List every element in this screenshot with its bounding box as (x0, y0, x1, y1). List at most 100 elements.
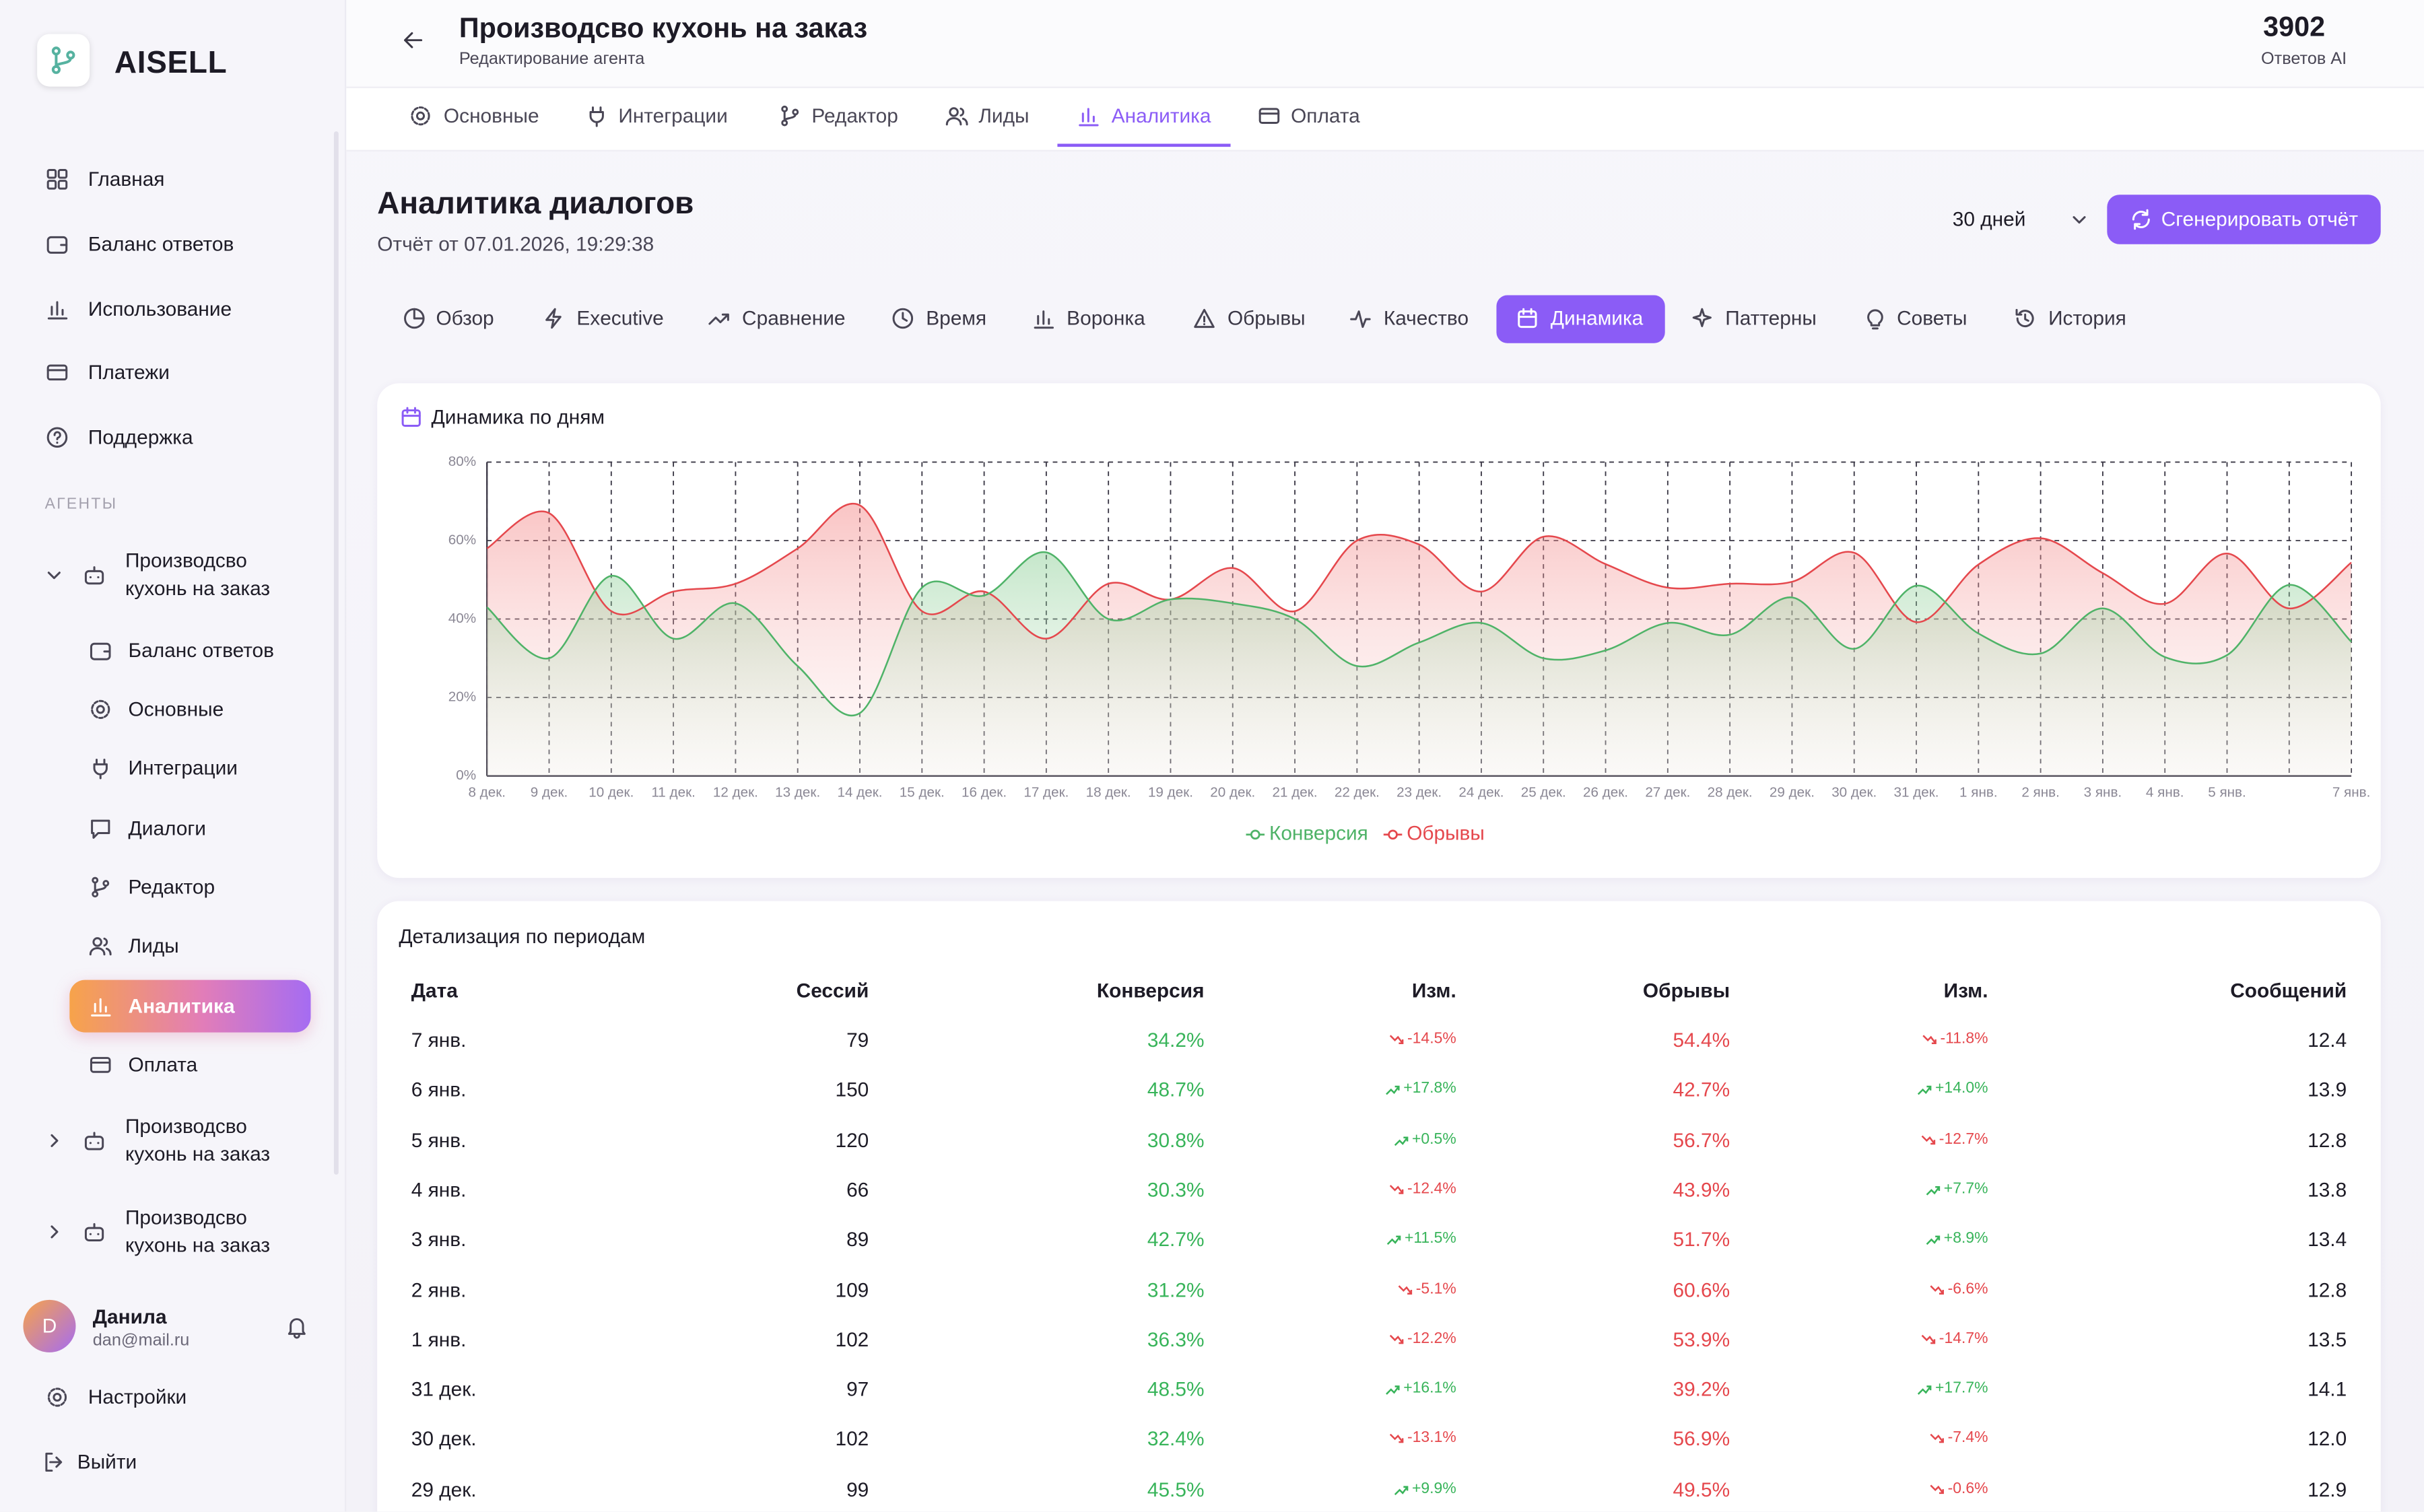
trend-arrow (1929, 1483, 1945, 1495)
change-cell: +9.9% (1393, 1480, 1456, 1499)
icon (46, 361, 69, 384)
column-header[interactable]: Дата (411, 979, 458, 1003)
trend-arrow (1922, 1034, 1937, 1046)
icon (46, 298, 69, 320)
table-cell: 12.8 (2308, 1278, 2347, 1302)
nav-item[interactable]: Баланс ответов (88, 232, 234, 256)
trend-arrow (1929, 1433, 1945, 1445)
agent-tab[interactable]: Аналитика (1112, 104, 1211, 128)
agent-menu-item[interactable]: Основные (129, 697, 224, 722)
agent-menu-item[interactable]: Оплата (129, 1053, 198, 1077)
trend-arrow (1916, 1383, 1932, 1396)
agent-tab[interactable]: Интеграции (618, 104, 727, 128)
trend-arrow (1385, 1084, 1401, 1096)
agent-tab[interactable]: Лиды (978, 104, 1029, 128)
trend-arrow (1929, 1284, 1945, 1296)
section-label: АГЕНТЫ (45, 496, 118, 515)
agent-name[interactable]: Производсво кухонь на заказ (125, 1204, 303, 1260)
notifications (285, 1315, 308, 1338)
analytics-tab[interactable]: Время (926, 306, 986, 331)
change-cell: +7.7% (1925, 1181, 1988, 1200)
trend-arrow (1920, 1334, 1936, 1346)
answers-counter-label: Ответов AI (2261, 50, 2347, 70)
agent-name[interactable]: Производсво кухонь на заказ (125, 547, 303, 603)
table-cell: 3 янв. (411, 1228, 467, 1252)
icon (83, 1129, 106, 1152)
analytics-tab[interactable]: История (2048, 306, 2126, 331)
avatar-letter: D (42, 1314, 57, 1338)
analytics-tab[interactable]: Паттерны (1725, 306, 1817, 331)
icon (46, 1385, 69, 1408)
agent-menu-item[interactable]: Аналитика (129, 994, 235, 1019)
change-cell: +17.7% (1916, 1380, 1988, 1399)
agent-name[interactable]: Производсво кухонь на заказ (125, 1113, 303, 1169)
agent-tab[interactable]: Основные (444, 104, 539, 128)
icon (778, 104, 801, 127)
table-cell: 51.7% (1673, 1228, 1730, 1252)
table-cell: 30.3% (1147, 1178, 1205, 1202)
agent-tab[interactable]: Редактор (811, 104, 898, 128)
table-cell: 102 (835, 1328, 869, 1352)
change-cell: -13.1% (1388, 1431, 1456, 1449)
change-cell: -6.6% (1929, 1280, 1988, 1299)
chart-title-icon (399, 406, 422, 429)
table-cell: 120 (835, 1128, 869, 1153)
icon (707, 307, 730, 330)
agent-menu-item[interactable]: Баланс ответов (129, 639, 274, 663)
table-cell: 13.9 (2308, 1078, 2347, 1102)
analytics-tab[interactable]: Советы (1897, 306, 1967, 331)
column-header[interactable]: Изм. (1412, 979, 1456, 1003)
agent-menu-item[interactable]: Диалоги (129, 817, 206, 841)
nav-item[interactable]: Поддержка (88, 425, 193, 450)
table-cell: 54.4% (1673, 1028, 1730, 1052)
period-select[interactable]: 30 дней (1953, 207, 2026, 232)
nav-item[interactable]: Главная (88, 167, 165, 191)
change-cell: -12.2% (1388, 1330, 1456, 1349)
table-cell: 150 (835, 1078, 869, 1102)
refresh-icon (2130, 208, 2153, 231)
table-title: Детализация по периодам (399, 924, 645, 949)
column-header[interactable]: Изм. (1944, 979, 1988, 1003)
table-cell: 12.9 (2308, 1478, 2347, 1502)
column-header[interactable]: Сообщений (2230, 979, 2347, 1003)
icon (1258, 104, 1281, 127)
analytics-tab[interactable]: Динамика (1551, 306, 1644, 331)
agent-menu-item[interactable]: Лиды (129, 934, 179, 958)
trend-arrow (1388, 1183, 1404, 1196)
agent-tab[interactable]: Оплата (1291, 104, 1360, 128)
icon (403, 307, 426, 330)
table-cell: 56.9% (1673, 1427, 1730, 1451)
column-header[interactable]: Обрывы (1643, 979, 1730, 1003)
logout-link[interactable]: Выйти (77, 1450, 137, 1474)
table-cell: 99 (846, 1478, 869, 1502)
agent-menu-item[interactable]: Интеграции (129, 756, 238, 780)
analytics-tab[interactable]: Сравнение (742, 306, 845, 331)
table-cell: 39.2% (1673, 1377, 1730, 1402)
analytics-tab[interactable]: Воронка (1067, 306, 1145, 331)
table-cell: 45.5% (1147, 1478, 1205, 1502)
table-cell: 42.7% (1147, 1228, 1205, 1252)
brand-name: AISELL (114, 45, 227, 82)
table-cell: 12.4 (2308, 1028, 2347, 1052)
generate-button-label[interactable]: Сгенерировать отчёт (2161, 207, 2358, 232)
settings-link[interactable]: Настройки (88, 1385, 187, 1410)
icon (46, 426, 69, 449)
analytics-tab[interactable]: Обрывы (1227, 306, 1306, 331)
analytics-tab[interactable]: Executive (576, 306, 663, 331)
icon (891, 307, 914, 330)
nav-item[interactable]: Использование (88, 297, 232, 321)
active-tab-underline (1057, 144, 1230, 147)
agent-menu-item[interactable]: Редактор (129, 875, 215, 899)
icon (89, 934, 112, 957)
icon (409, 104, 432, 127)
analytics-tab[interactable]: Обзор (436, 306, 494, 331)
icon (89, 876, 112, 899)
table-cell: 4 янв. (411, 1178, 467, 1202)
header-subtitle: Редактирование агента (459, 50, 644, 70)
analytics-tab[interactable]: Качество (1384, 306, 1469, 331)
table-cell: 49.5% (1673, 1478, 1730, 1502)
column-header[interactable]: Сессий (797, 979, 869, 1003)
column-header[interactable]: Конверсия (1097, 979, 1205, 1003)
nav-item[interactable]: Платежи (88, 360, 170, 384)
